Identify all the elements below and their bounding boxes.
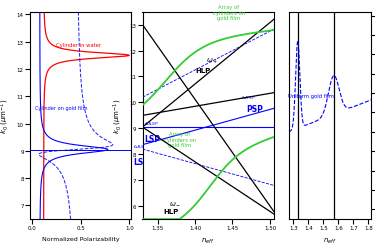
X-axis label: $n_{eff}$: $n_{eff}$: [323, 236, 337, 245]
Text: HLP: HLP: [195, 68, 210, 74]
Text: LSP: LSP: [133, 157, 149, 166]
Text: Array of
cylinders on
gold film: Array of cylinders on gold film: [213, 5, 245, 21]
Y-axis label: $k_0$ ($\mu$m$^{-1}$): $k_0$ ($\mu$m$^{-1}$): [111, 98, 124, 134]
Text: $\omega_+$: $\omega_+$: [206, 57, 219, 66]
Text: $\omega_{PSP}$: $\omega_{PSP}$: [242, 94, 257, 102]
Text: $\omega_{LSP}$: $\omega_{LSP}$: [144, 119, 159, 127]
Text: Cylinder on gold film: Cylinder on gold film: [35, 105, 87, 110]
Text: $\omega_-$: $\omega_-$: [169, 199, 181, 206]
Text: Uniform gold film: Uniform gold film: [288, 93, 334, 99]
Y-axis label: $k_0$ ($\mu$m$^{-1}$): $k_0$ ($\mu$m$^{-1}$): [0, 98, 11, 134]
Text: PSP: PSP: [246, 104, 263, 113]
Text: Array of
cylinders on
gold film: Array of cylinders on gold film: [164, 131, 196, 148]
Text: Cylinder in water: Cylinder in water: [56, 43, 101, 48]
X-axis label: Normalized Polarizability: Normalized Polarizability: [42, 236, 119, 241]
Text: HLP: HLP: [164, 209, 179, 214]
Text: $\omega_{LSP}$: $\omega_{LSP}$: [133, 143, 148, 151]
X-axis label: $n_{eff}$: $n_{eff}$: [201, 236, 215, 245]
Text: LSP: LSP: [144, 135, 160, 144]
